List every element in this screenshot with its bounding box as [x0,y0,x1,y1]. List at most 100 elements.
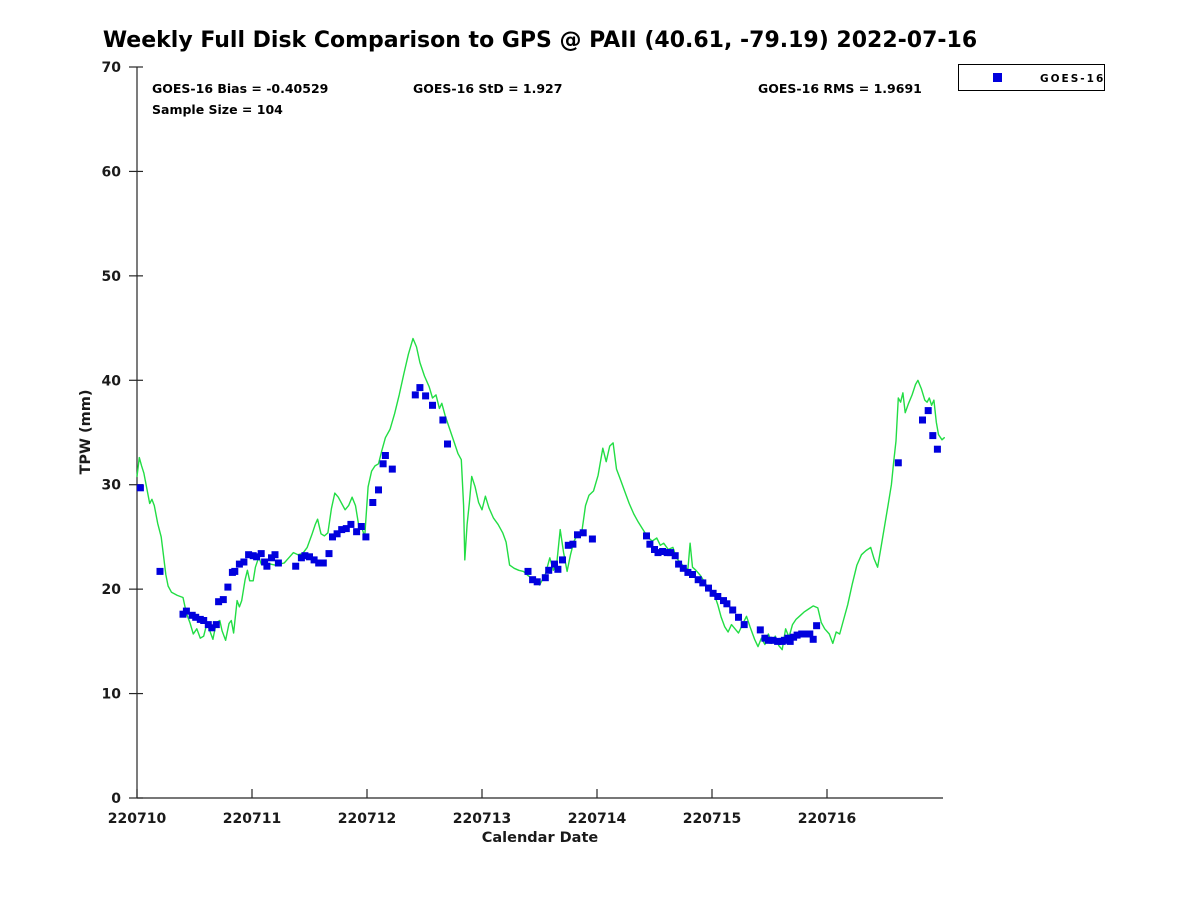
goes16-data-point [353,528,361,536]
goes16-data-point [422,392,430,400]
goes16-data-point [439,416,447,424]
goes16-data-point [588,535,596,543]
gps-line [136,337,945,651]
goes16-data-point [362,533,370,541]
goes16-data-point [929,432,937,440]
goes16-data-point [375,486,382,494]
goes16-data-point [240,558,248,566]
goes16-data-point [261,558,269,566]
goes16-data-point [156,567,164,575]
goes16-data-point [671,552,679,560]
goes16-data-point [689,571,696,578]
goes16-data-point [271,551,279,559]
x-tick-label: 220713 [453,811,511,827]
stat-sample-size: Sample Size = 104 [152,102,283,117]
y-tick-label: 0 [111,791,121,807]
y-tick-label: 60 [102,164,122,180]
goes16-data-point [429,401,436,409]
goes16-data-point [235,560,243,568]
goes16-data-point [764,636,772,644]
goes16-data-point [769,636,777,644]
goes16-data-point [381,452,389,459]
goes16-data-point [714,593,722,600]
y-axis-label: TPW (mm) [78,389,94,474]
goes16-data-point [338,526,346,534]
legend-entry-label: GOES-16 [1040,73,1105,85]
goes16-data-point [675,560,683,568]
goes16-data-point [231,567,239,575]
goes16-data-point [200,617,208,624]
goes16-data-point [292,562,300,570]
goes16-data-point [212,621,220,629]
x-tick-label: 220710 [108,811,167,827]
goes16-data-point [253,553,261,561]
goes16-data-point [416,384,424,392]
goes16-data-point [369,499,377,506]
legend-square-marker-icon [993,73,1002,82]
chart-title: Weekly Full Disk Comparison to GPS @ PAI… [103,28,977,53]
goes16-data-point [342,525,350,533]
goes16-data-point [319,559,327,567]
legend-box [958,64,1105,91]
goes16-data-point [274,559,282,567]
goes16-data-point [347,520,355,528]
goes16-data-point [705,584,712,592]
goes16-data-point [551,560,558,568]
goes16-data-point [654,549,662,557]
goes16-data-point [684,568,692,576]
goes16-data-point [411,391,419,399]
x-tick-label: 220712 [338,811,396,827]
legend: GOES-16 [958,64,1105,91]
goes16-data-point [245,551,253,559]
goes16-data-point [554,565,562,573]
x-axis-label: Calendar Date [482,830,599,846]
goes16-data-point [182,607,190,615]
goes16-data-point [679,564,687,572]
x-tick-label: 220711 [223,811,281,827]
x-tick-label: 220715 [683,811,741,827]
goes16-data-point [924,407,932,415]
goes16-data-point [215,598,223,606]
stat-rms: GOES-16 RMS = 1.9691 [758,81,922,96]
y-tick-label: 40 [102,373,122,389]
goes16-data-point [559,556,566,564]
goes16-data-point [756,626,764,634]
goes16-data-point [388,465,396,473]
y-tick-label: 50 [102,269,122,285]
x-tick-label: 220714 [568,811,627,827]
y-tick-label: 20 [102,582,122,598]
goes16-data-point [545,566,553,574]
goes16-data-point [306,553,313,561]
goes16-data-point [569,540,577,548]
goes16-data-point [533,578,541,586]
goes16-data-point [894,459,902,467]
y-tick-label: 70 [102,60,122,76]
goes16-data-point [219,596,227,604]
goes16-data-point [643,532,650,540]
goes16-data-point [806,630,814,638]
x-tick-label: 220716 [798,811,856,827]
goes16-data-point [315,559,323,567]
goes16-data-point [919,416,926,424]
goes16-data-point [524,567,532,575]
goes16-data-point [310,556,318,564]
goes16-scatter-series [136,384,941,645]
goes16-data-point [574,531,581,539]
x-axis-ticks: 220710 220711 220712 220713 220714 220715 2207… [108,789,856,827]
goes16-data-point [723,600,731,608]
goes16-data-point [564,541,572,549]
goes16-data-point [301,552,309,560]
stat-bias: GOES-16 Bias = -0.40529 [152,81,328,96]
y-tick-label: 10 [102,687,122,703]
goes16-data-point [325,550,333,558]
goes16-data-point [257,550,265,558]
y-tick-label: 30 [102,478,122,494]
goes16-data-point [333,530,341,538]
goes16-data-point [740,621,748,629]
goes16-data-point [541,574,549,582]
goes16-data-point [667,549,675,557]
goes16-data-point [809,635,817,643]
goes16-data-point [699,579,707,587]
goes16-data-point [208,624,216,632]
